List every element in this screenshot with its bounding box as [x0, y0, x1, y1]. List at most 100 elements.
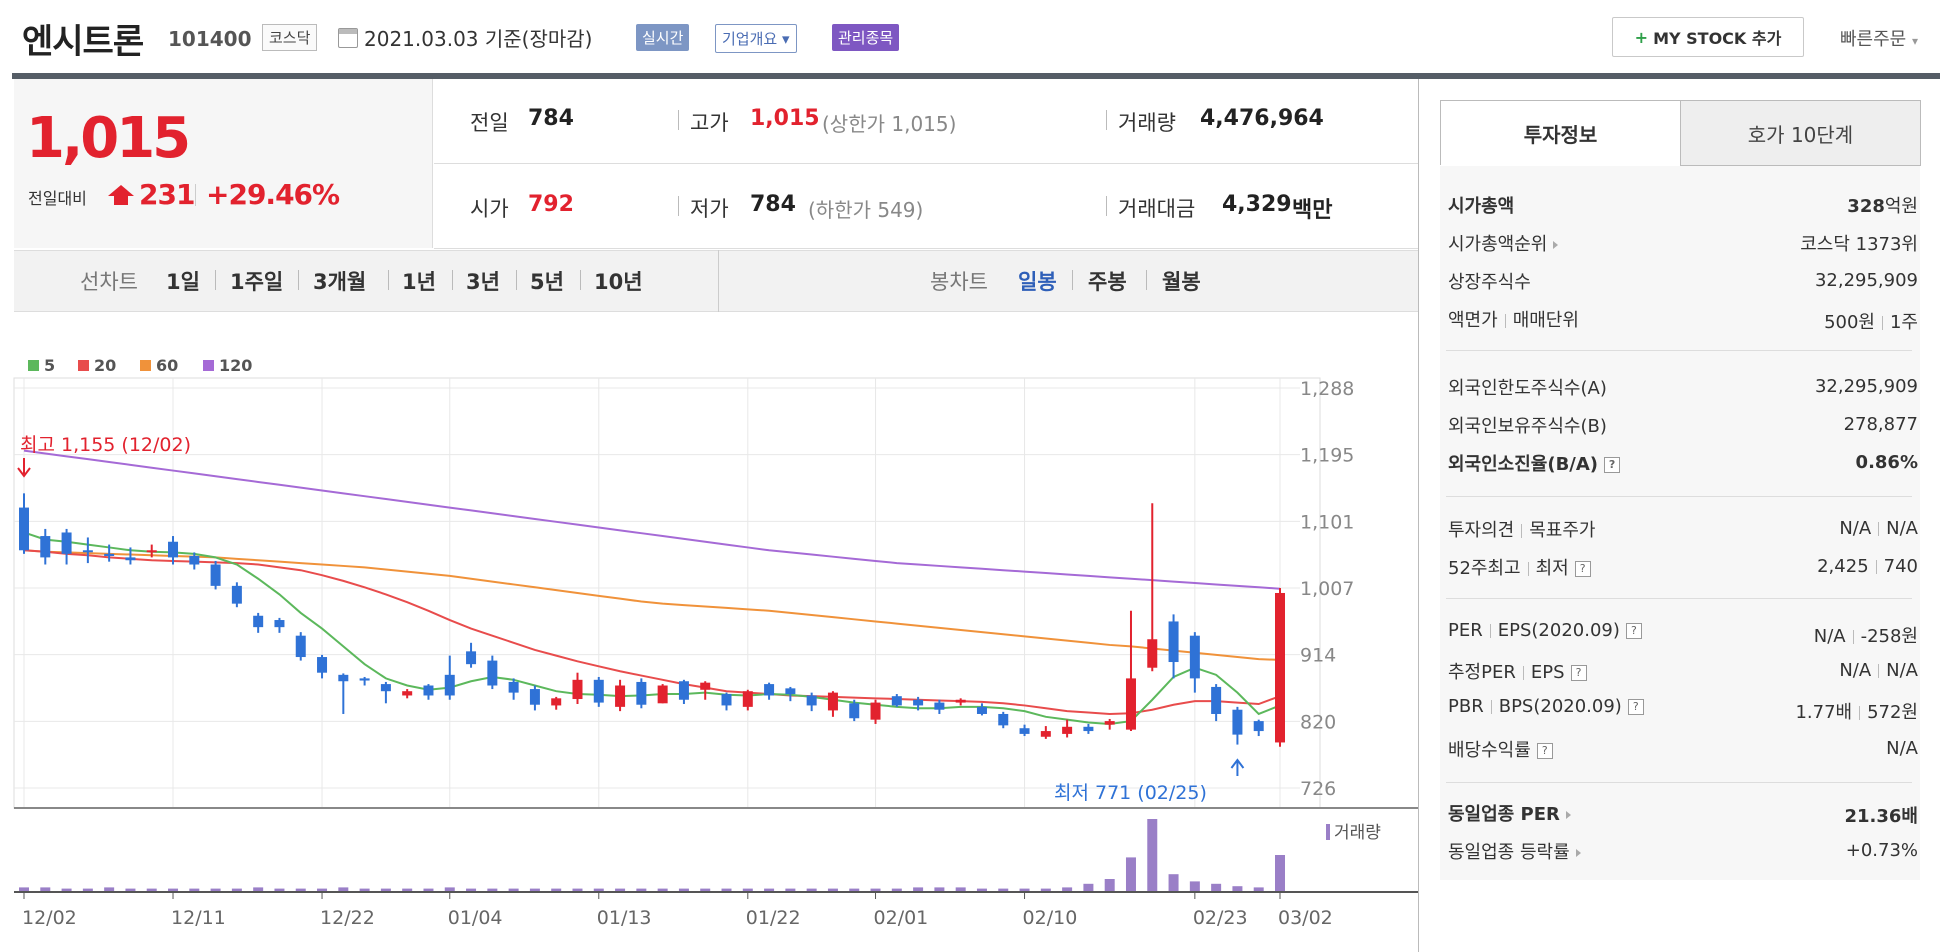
volume-bar: [785, 888, 796, 891]
y-tick-label: 1,288: [1300, 378, 1354, 400]
prev-compare-label: 전일대비: [28, 189, 87, 208]
period-3y[interactable]: 3년: [466, 270, 500, 294]
candle-body: [615, 685, 626, 707]
help-icon[interactable]: ?: [1604, 457, 1621, 473]
my-stock-add-button[interactable]: + MY STOCK 추가: [1612, 17, 1804, 57]
x-tick-label: 02/23: [1193, 907, 1248, 929]
candle-monthly[interactable]: 월봉: [1162, 270, 1201, 294]
x-tick-label: 12/02: [22, 907, 77, 929]
candle-body: [231, 585, 242, 604]
x-tick-label: 01/04: [448, 907, 503, 929]
volume-bar: [976, 888, 987, 891]
quote-date: 2021.03.03 기준(장마감): [364, 27, 593, 51]
volume-bar: [827, 888, 838, 891]
legend-ma5-swatch: [28, 360, 39, 371]
candle-body: [764, 684, 775, 696]
candle-body: [551, 698, 562, 706]
volume-bar: [231, 888, 242, 891]
line-chart-label: 선차트: [80, 270, 138, 294]
low-value: 784: [750, 192, 796, 217]
volume-bar: [593, 888, 604, 891]
volume-bar: [913, 887, 924, 891]
candle-body: [359, 678, 370, 681]
help-icon[interactable]: ?: [1627, 699, 1644, 715]
candle-body: [1147, 639, 1158, 668]
pbr-bps-label: PBR BPS(2020.09)?: [1448, 696, 1644, 717]
volume-bar: [19, 887, 29, 891]
low-annotation: 최저 771 (02/25): [1054, 782, 1207, 804]
candles: [19, 493, 1285, 747]
volume-bar: [551, 888, 562, 891]
candle-body: [210, 564, 221, 586]
volume-bar: [380, 888, 391, 891]
industry-change-value: +0.73%: [1845, 840, 1918, 861]
help-icon[interactable]: ?: [1625, 623, 1642, 639]
volume-bar: [742, 888, 753, 891]
lower-limit: (하한가 549): [808, 198, 924, 222]
par-unit-value: 500원 1주: [1824, 312, 1918, 333]
per-eps-label: PER EPS(2020.09)?: [1448, 620, 1642, 641]
ma120-series: [23, 449, 1281, 590]
period-10y[interactable]: 10년: [594, 270, 643, 294]
volume-bar: [1275, 855, 1285, 891]
tab-order-book[interactable]: 호가 10단계: [1680, 100, 1921, 166]
industry-change-label[interactable]: 동일업종 등락률: [1448, 838, 1581, 864]
plot-area: [13, 377, 1321, 809]
dividend-value: N/A: [1886, 738, 1918, 759]
help-icon[interactable]: ?: [1570, 665, 1587, 681]
candle-weekly[interactable]: 주봉: [1088, 270, 1127, 294]
high-value: 1,015: [750, 106, 820, 131]
volume-bar: [572, 888, 583, 891]
period-1d[interactable]: 1일: [166, 270, 200, 294]
legend-ma20: 20: [94, 356, 117, 375]
mcap-value: 328억원: [1847, 196, 1918, 217]
candle-body: [657, 685, 668, 704]
period-1y[interactable]: 1년: [402, 270, 436, 294]
quick-order-button[interactable]: 빠른주문 ▾: [1840, 29, 1919, 50]
candle-body: [380, 684, 391, 692]
tab-invest-info[interactable]: 투자정보: [1440, 100, 1681, 165]
foreign-limit-label: 외국인한도주식수(A): [1448, 378, 1607, 399]
period-3m[interactable]: 3개월: [313, 270, 367, 294]
calendar-icon[interactable]: [338, 28, 358, 48]
candle-body: [317, 657, 328, 673]
y-tick-label: 1,007: [1300, 578, 1354, 600]
candle-body: [104, 553, 115, 556]
low-label: 저가: [690, 197, 729, 221]
help-icon[interactable]: ?: [1574, 561, 1591, 577]
candle-body: [913, 699, 924, 706]
volume-bar: [168, 888, 179, 891]
candle-body: [1275, 592, 1285, 743]
x-tick-label: 02/01: [874, 907, 929, 929]
volume-bar: [1168, 874, 1179, 891]
company-info-dropdown[interactable]: 기업개요 ▾: [715, 24, 797, 53]
y-tick-label: 726: [1300, 778, 1336, 800]
candle-daily[interactable]: 일봉: [1018, 270, 1057, 294]
candle-body: [955, 699, 966, 703]
high-arrow-head: [17, 467, 31, 478]
header: 엔시트론 101400 코스닥 2021.03.03 기준(장마감) 실시간 기…: [0, 0, 1950, 76]
candle-body: [1083, 726, 1094, 732]
managed-stock-badge[interactable]: 관리종목: [832, 24, 900, 51]
candle-body: [1211, 686, 1222, 714]
candle-body: [1168, 621, 1179, 663]
summary-row-1: [434, 79, 1418, 164]
period-5y[interactable]: 5년: [530, 270, 564, 294]
chevron-right-icon: [1553, 241, 1559, 249]
volume-bar: [1211, 883, 1222, 891]
chart-type-bar: [14, 250, 1418, 312]
period-1w[interactable]: 1주일: [230, 270, 284, 294]
industry-per-label[interactable]: 동일업종 PER: [1448, 800, 1571, 826]
volume-bar: [764, 888, 775, 891]
candle-body: [529, 689, 540, 705]
candle-body: [572, 679, 583, 700]
help-icon[interactable]: ?: [1536, 743, 1553, 759]
price-box: [14, 79, 433, 248]
realtime-button[interactable]: 실시간: [636, 24, 690, 51]
candle-body: [402, 691, 413, 696]
chart-grid: [13, 377, 1321, 809]
x-tick-label: 12/22: [320, 907, 375, 929]
mcap-rank-label[interactable]: 시가총액순위: [1448, 230, 1559, 256]
candle-body: [976, 706, 987, 714]
